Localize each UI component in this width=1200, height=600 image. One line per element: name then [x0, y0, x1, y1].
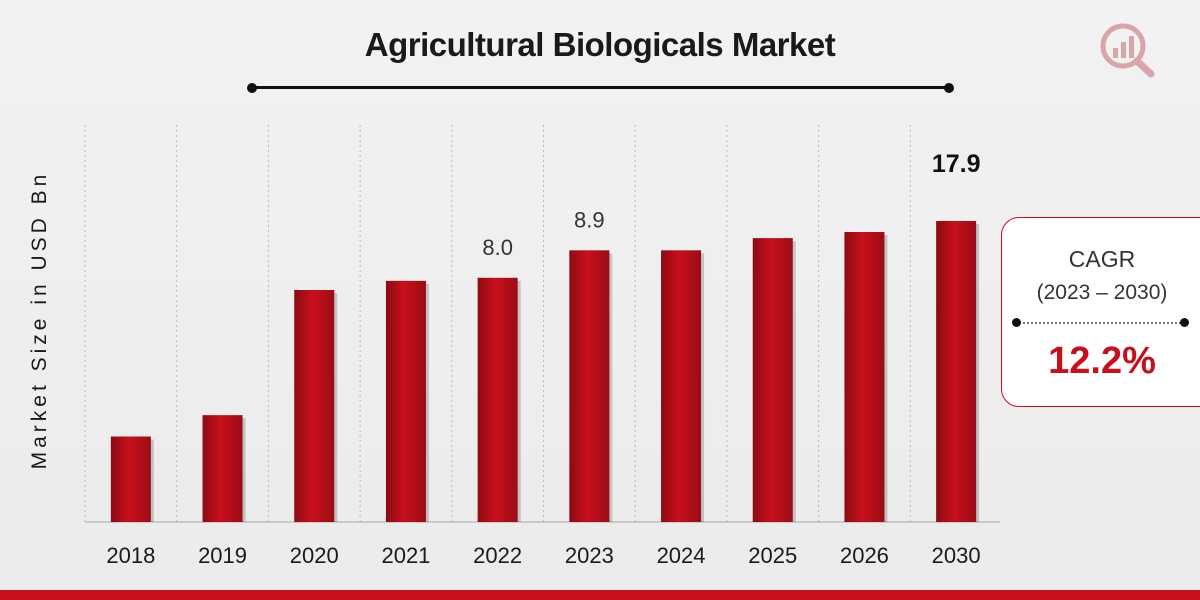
cagr-period: (2023 – 2030): [1036, 281, 1168, 304]
cagr-value: 12.2%: [1048, 340, 1156, 382]
cagr-title: CAGR: [1068, 246, 1136, 272]
bar-2026: [844, 232, 885, 522]
x-tick-label: 2018: [106, 543, 155, 568]
bar-2024: [661, 250, 702, 522]
bar-2020: [294, 290, 335, 522]
bar-2022: [477, 277, 518, 522]
x-tick-label: 2024: [657, 543, 706, 568]
bar-2030: [936, 221, 977, 522]
bar-2021: [385, 280, 426, 522]
bar-2023: [569, 250, 610, 522]
x-tick-label: 2019: [198, 543, 247, 568]
x-tick-label: 2030: [932, 543, 981, 568]
data-label: 17.9: [932, 150, 981, 178]
cagr-card: CAGR (2023 – 2030) 12.2%: [1001, 217, 1200, 407]
x-tick-label: 2025: [748, 543, 797, 568]
bar-2019: [202, 415, 243, 522]
title-underline-right-dot: [944, 83, 954, 93]
data-label: 8.0: [482, 235, 513, 260]
magnifier-chart-logo-icon: [1100, 23, 1155, 78]
x-tick-label: 2022: [473, 543, 522, 568]
bar-2025: [752, 238, 793, 522]
bar-chart: 2018 2019 2020 2021 2022 8.0 2023 8.9 2024 2025 20…: [84, 125, 1000, 568]
data-label: 8.9: [574, 207, 605, 232]
title-underline-left-dot: [247, 83, 257, 93]
x-tick-label: 2021: [381, 543, 430, 568]
x-tick-label: 2026: [840, 543, 889, 568]
bar-2018: [110, 436, 151, 522]
cagr-divider: [1016, 322, 1184, 324]
cagr-divider-left-dot: [1012, 318, 1021, 327]
cagr-divider-right-dot: [1180, 318, 1189, 327]
chart-title: Agricultural Biologicals Market: [364, 26, 836, 63]
x-tick-label: 2020: [290, 543, 339, 568]
x-tick-label: 2023: [565, 543, 614, 568]
bottom-accent-bar: [0, 590, 1200, 600]
title-underline: [252, 86, 950, 89]
